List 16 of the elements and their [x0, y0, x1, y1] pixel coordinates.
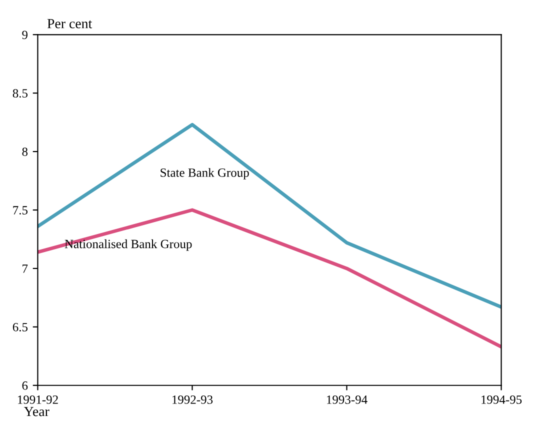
x-tick-label: 1992-93 — [172, 395, 213, 404]
line-series — [38, 208, 502, 349]
x-axis-title: Year — [24, 406, 50, 416]
y-axis-title: Per cent — [47, 19, 92, 28]
y-tick-label: 8.5 — [12, 89, 28, 98]
y-tick-label: 7.5 — [13, 206, 28, 215]
y-tick-label: 6.5 — [12, 322, 28, 332]
x-tick-label: 1994-95 — [482, 395, 522, 404]
y-tick-label: 8 — [22, 148, 28, 156]
y-tick-label: 7 — [22, 264, 28, 273]
x-tick-label: 1993-94 — [327, 395, 368, 404]
y-tick-label: 6 — [22, 381, 28, 390]
line-series — [38, 122, 502, 309]
y-tick-label: 9 — [22, 30, 28, 40]
x-tick-label: 1991-92 — [18, 395, 58, 404]
series-label: State Bank Group — [160, 168, 249, 180]
